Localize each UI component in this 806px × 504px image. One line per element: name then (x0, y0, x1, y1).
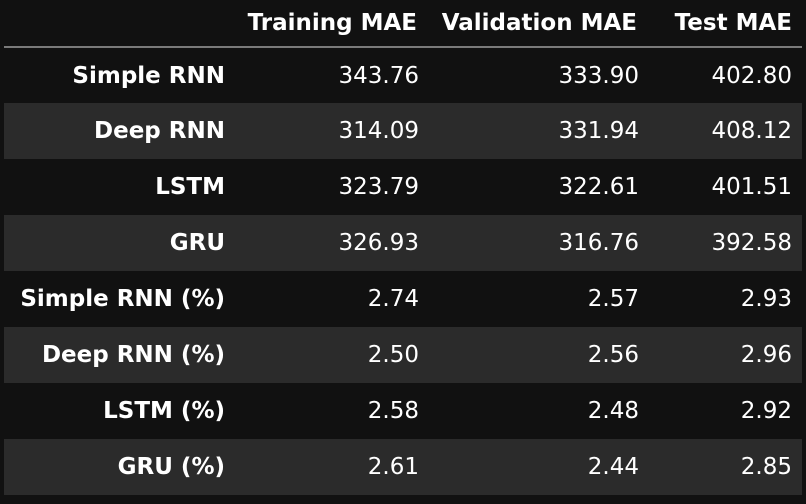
training-mae-cell: 343.76 (338, 62, 419, 89)
row-label: Simple RNN (%) (20, 286, 225, 312)
validation-mae-cell: 2.57 (587, 286, 639, 312)
test-mae-cell: 2.96 (740, 342, 792, 368)
validation-mae-cell: 316.76 (558, 230, 639, 256)
table-row: LSTM (%) 2.58 2.48 2.92 (4, 383, 802, 439)
test-mae-cell: 2.93 (740, 286, 792, 312)
training-mae-cell: 2.50 (367, 342, 419, 368)
row-label: GRU (%) (117, 454, 225, 480)
column-header-training-mae: Training MAE (233, 0, 429, 48)
row-label: Deep RNN (%) (41, 342, 225, 368)
training-mae-cell: 326.93 (338, 230, 419, 256)
table-body: Simple RNN 343.76 333.90 402.80 Deep RNN… (4, 47, 802, 495)
results-table: Training MAE Validation MAE Test MAE Sim… (4, 0, 802, 495)
validation-mae-cell: 333.90 (558, 62, 639, 89)
validation-mae-cell: 2.48 (587, 398, 639, 424)
table-row: Simple RNN 343.76 333.90 402.80 (4, 47, 802, 103)
test-mae-cell: 401.51 (711, 174, 792, 200)
table-row: Deep RNN 314.09 331.94 408.12 (4, 103, 802, 159)
table-row: Simple RNN (%) 2.74 2.57 2.93 (4, 271, 802, 327)
test-mae-cell: 2.85 (740, 454, 792, 480)
column-header-validation-mae: Validation MAE (429, 0, 649, 48)
table-row: LSTM 323.79 322.61 401.51 (4, 159, 802, 215)
row-label: LSTM (%) (103, 398, 225, 424)
test-mae-cell: 2.92 (740, 398, 792, 424)
validation-mae-cell: 2.56 (587, 342, 639, 368)
table-row: GRU (%) 2.61 2.44 2.85 (4, 439, 802, 495)
column-header-test-mae: Test MAE (649, 0, 802, 48)
training-mae-cell: 2.74 (367, 286, 419, 312)
row-label: Deep RNN (94, 118, 225, 144)
test-mae-cell: 408.12 (711, 118, 792, 144)
test-mae-cell: 392.58 (711, 230, 792, 256)
index-header (4, 0, 233, 48)
row-label: GRU (169, 230, 225, 256)
training-mae-cell: 2.61 (367, 454, 419, 480)
training-mae-cell: 323.79 (338, 174, 419, 200)
training-mae-cell: 314.09 (338, 118, 419, 144)
training-mae-cell: 2.58 (367, 398, 419, 424)
header-row: Training MAE Validation MAE Test MAE (4, 0, 802, 48)
test-mae-cell: 402.80 (711, 62, 792, 89)
validation-mae-cell: 2.44 (587, 454, 639, 480)
validation-mae-cell: 322.61 (558, 174, 639, 200)
validation-mae-cell: 331.94 (558, 118, 639, 144)
row-label: Simple RNN (72, 62, 225, 89)
table-row: GRU 326.93 316.76 392.58 (4, 215, 802, 271)
row-label: LSTM (155, 174, 225, 200)
table-row: Deep RNN (%) 2.50 2.56 2.96 (4, 327, 802, 383)
table-header: Training MAE Validation MAE Test MAE (4, 0, 802, 48)
